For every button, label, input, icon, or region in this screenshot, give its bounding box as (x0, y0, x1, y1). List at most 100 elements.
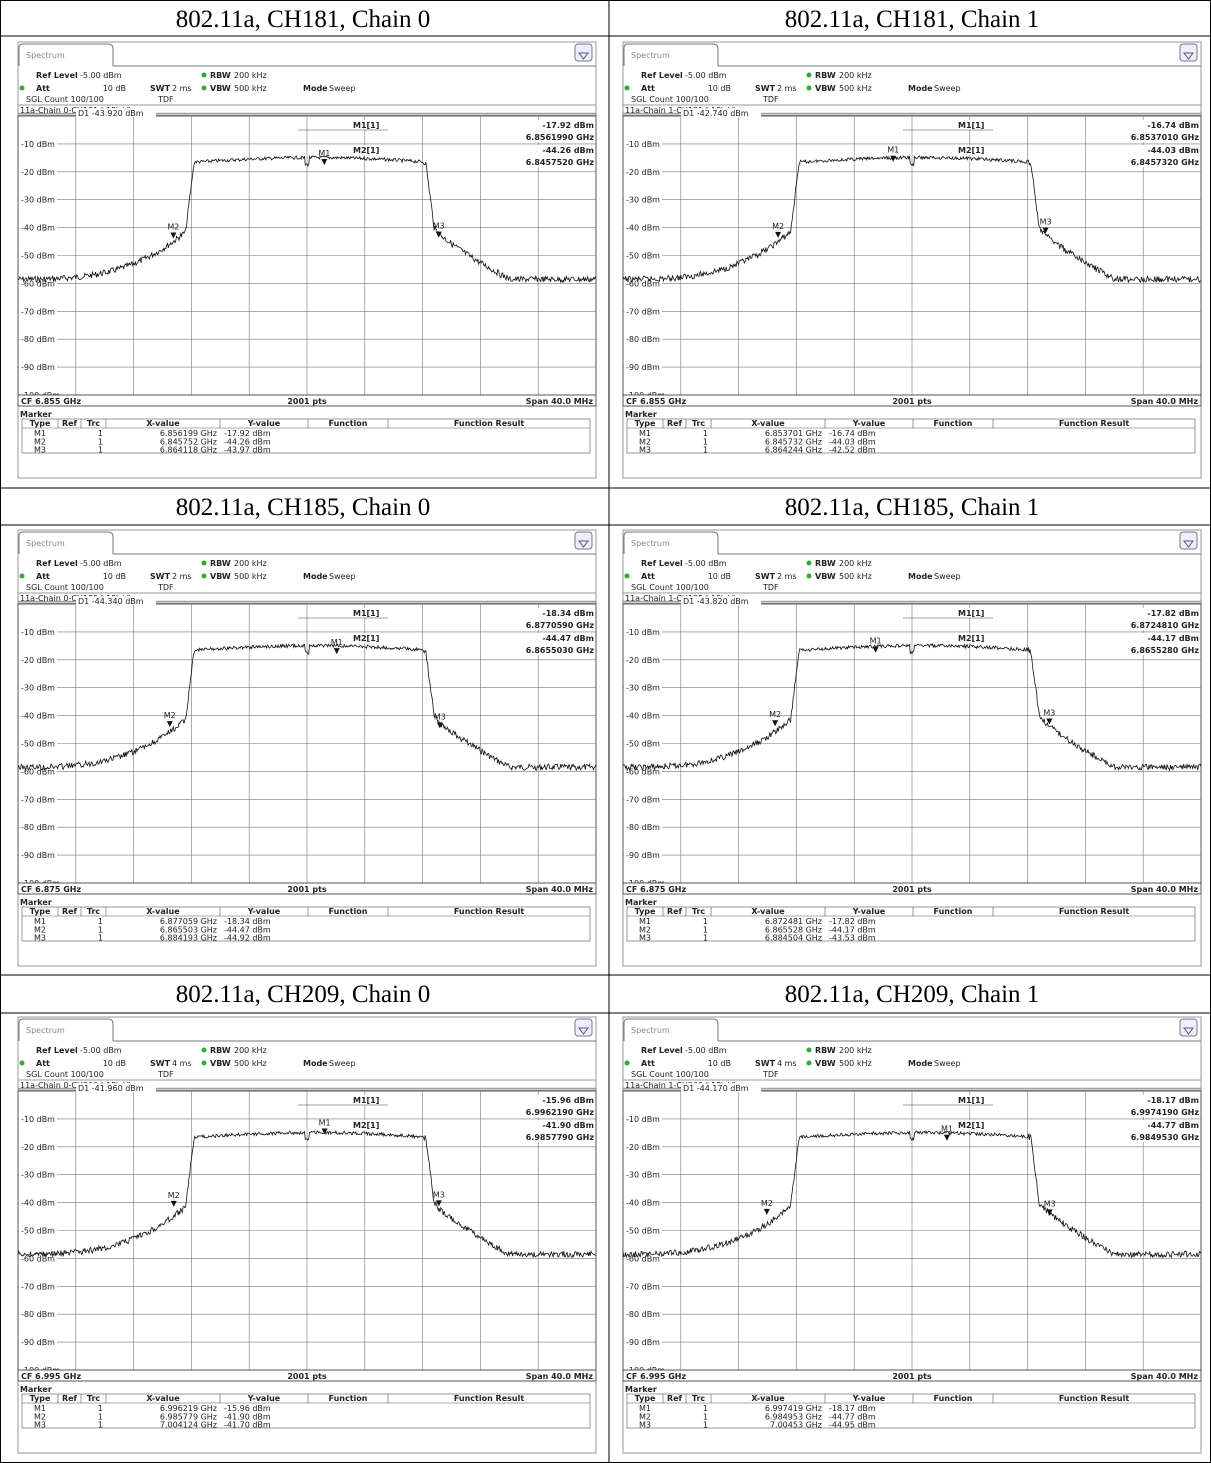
label-bg (19, 250, 57, 260)
display-line-label: D1 -43.920 dBm (78, 109, 144, 118)
panel-heading: 802.11a, CH209, Chain 0 (176, 981, 431, 1008)
readout-level: -44.77 dBm (1147, 1121, 1199, 1130)
readout-name: M1[1] (958, 609, 984, 618)
label-bg (76, 108, 156, 118)
y-axis-label: -10 dBm (626, 1115, 660, 1124)
column-header: Trc (87, 419, 101, 428)
label-bg (624, 1253, 662, 1263)
marker-type: M2 (639, 925, 651, 934)
y-axis-label: -50 dBm (21, 1227, 55, 1236)
marker-y-value: -16.74 dBm (829, 429, 876, 438)
marker-y-value: -41.70 dBm (224, 1421, 271, 1430)
label-bg (624, 1281, 662, 1291)
marker-trace: 1 (98, 1412, 103, 1421)
marker-y-value: -44.17 dBm (829, 925, 876, 934)
setting-value: TDF (157, 583, 174, 592)
label-bg (19, 794, 57, 804)
spectrum-screenshot: Spectrum Ref Level -5.00 dBm RBW 200 kHz Att 1… (622, 529, 1202, 967)
label-bg (19, 1225, 57, 1235)
marker-table-title: Marker (625, 410, 657, 419)
label-bg (624, 278, 662, 288)
setting-value: SGL Count 100/100 (631, 583, 709, 592)
y-axis-label: -30 dBm (21, 1171, 55, 1180)
column-header: Y-value (852, 1394, 886, 1403)
setting-value: 200 kHz (839, 559, 872, 568)
readout-name: M1[1] (353, 609, 379, 618)
y-axis-label: -10 dBm (626, 140, 660, 149)
label-bg (526, 120, 594, 142)
label-bg (681, 108, 761, 118)
marker-table-title: Marker (20, 1385, 52, 1394)
label-bg (19, 682, 57, 692)
panel-heading: 802.11a, CH209, Chain 1 (785, 981, 1040, 1008)
setting-value: 2 ms (777, 572, 797, 581)
readout-level: -16.74 dBm (1147, 121, 1199, 130)
label-bg (953, 1120, 993, 1130)
readout-frequency: 6.9962190 GHz (526, 1108, 595, 1117)
marker-trace: 1 (703, 429, 708, 438)
status-dot (201, 72, 207, 78)
trace-title: 11a-Chain 0-CH185 (20, 594, 98, 603)
y-axis-label: -50 dBm (626, 740, 660, 749)
trace-title: 11a-Chain 1-CH181 (625, 106, 703, 115)
tab (623, 1018, 719, 1041)
setting-value: TDF (157, 95, 174, 104)
setting-value: 200 kHz (234, 1046, 267, 1055)
y-axis-label: -10 dBm (21, 628, 55, 637)
tab-label: Spectrum (631, 1026, 670, 1035)
column-header: Function Result (454, 907, 525, 916)
footer-left: CF 6.875 GHz (626, 885, 686, 894)
setting-value: -5.00 dBm (685, 71, 727, 80)
readout-frequency: 6.8770590 GHz (526, 621, 595, 630)
setting-label: Ref Level (641, 71, 683, 80)
status-dot (201, 85, 207, 91)
marker-type: M1 (639, 917, 651, 926)
y-axis-label: -10 dBm (626, 628, 660, 637)
footer-center: 2001 pts (892, 1372, 932, 1381)
label-bg (19, 194, 57, 204)
marker-type: M2 (34, 1412, 46, 1421)
readout-name: M2[1] (958, 146, 984, 155)
label-bg (624, 1225, 662, 1235)
panel-heading: 802.11a, CH185, Chain 0 (176, 494, 431, 521)
footer-right: Span 40.0 MHz (1131, 1372, 1199, 1381)
column-header: Type (30, 1394, 51, 1403)
label-bg (19, 654, 57, 664)
column-header: Function Result (1059, 419, 1130, 428)
y-axis-label: -10 dBm (21, 140, 55, 149)
status-dot (806, 85, 812, 91)
setting-label: RBW (815, 1046, 836, 1055)
readout-name: M2[1] (353, 146, 379, 155)
setting-label: Mode (908, 1059, 933, 1068)
footer-center: 2001 pts (287, 885, 327, 894)
marker-triangle (436, 722, 443, 729)
readout-frequency: 6.9849530 GHz (1131, 1133, 1200, 1142)
setting-value: -5.00 dBm (80, 559, 122, 568)
setting-value: 500 kHz (234, 1059, 267, 1068)
readout-frequency: 6.8724810 GHz (1131, 621, 1200, 630)
marker-trace: 1 (98, 925, 103, 934)
panel-heading: 802.11a, CH181, Chain 0 (176, 6, 431, 33)
setting-value: SGL Count 100/100 (631, 1070, 709, 1079)
column-header: Trc (692, 419, 706, 428)
setting-value: 200 kHz (839, 1046, 872, 1055)
marker-type: M3 (34, 1421, 46, 1430)
marker-type: M1 (34, 917, 46, 926)
y-axis-label: -40 dBm (626, 1199, 660, 1208)
status-dot (19, 1060, 25, 1066)
y-axis-label: -20 dBm (21, 1143, 55, 1152)
trace-title-bar (17, 1079, 597, 1091)
setting-label: Ref Level (36, 559, 78, 568)
marker-type: M3 (639, 1421, 651, 1430)
readout-level: -15.96 dBm (542, 1096, 594, 1105)
menu-icon-arrow (578, 1027, 589, 1035)
column-header: Ref (62, 419, 78, 428)
setting-label: Att (36, 84, 50, 93)
label-bg (953, 633, 993, 643)
column-header: Function (329, 907, 368, 916)
marker-label: M2 (769, 710, 781, 719)
marker-x-value: 6.872481 GHz (765, 917, 822, 926)
label-bg (19, 1253, 57, 1263)
marker-x-value: 6.864118 GHz (160, 446, 217, 455)
footer-center: 2001 pts (892, 885, 932, 894)
